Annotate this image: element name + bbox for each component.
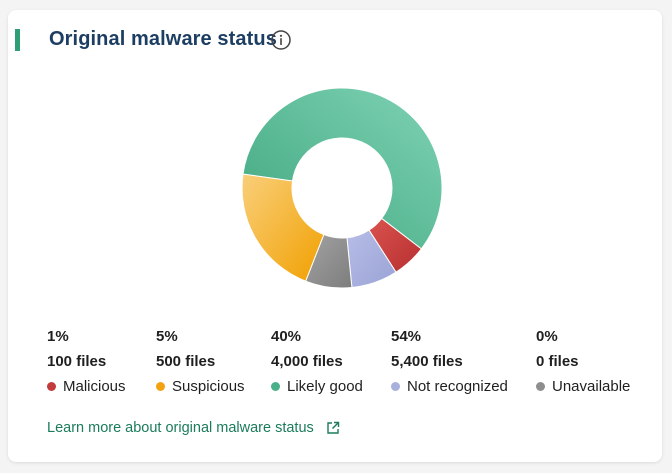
malware-status-legend: 1% 100 files Malicious 5% 500 files Susp… xyxy=(8,328,662,408)
card-title: Original malware status xyxy=(49,28,277,50)
stat-percent: 40% xyxy=(271,328,302,345)
legend-dot xyxy=(156,382,165,391)
stat-suspicious: 5% 500 files Suspicious xyxy=(156,328,245,395)
legend-label: Not recognized xyxy=(407,378,508,395)
donut-slice-likely-good[interactable] xyxy=(242,87,443,250)
stat-files: 500 files xyxy=(156,353,216,370)
stat-files: 0 files xyxy=(536,353,579,370)
legend-item: Malicious xyxy=(47,378,126,395)
stat-files: 5,400 files xyxy=(391,353,463,370)
stat-files: 100 files xyxy=(47,353,107,370)
stat-files: 4,000 files xyxy=(271,353,343,370)
title-accent-bar xyxy=(15,29,20,51)
stat-percent: 5% xyxy=(156,328,178,345)
stat-malicious: 1% 100 files Malicious xyxy=(47,328,126,395)
malware-status-card: Original malware status xyxy=(8,10,662,462)
learn-more-label: Learn more about original malware status xyxy=(47,420,314,436)
stat-percent: 1% xyxy=(47,328,69,345)
learn-more-link[interactable]: Learn more about original malware status xyxy=(47,420,340,436)
stat-percent: 54% xyxy=(391,328,422,345)
legend-item: Unavailable xyxy=(536,378,630,395)
legend-label: Unavailable xyxy=(552,378,631,395)
stat-not-recognized: 54% 5,400 files Not recognized xyxy=(391,328,508,395)
stat-likely-good: 40% 4,000 files Likely good xyxy=(271,328,363,395)
legend-item: Suspicious xyxy=(156,378,245,395)
legend-label: Malicious xyxy=(63,378,126,395)
legend-label: Likely good xyxy=(287,378,363,395)
legend-dot xyxy=(271,382,280,391)
info-circle-icon[interactable] xyxy=(270,29,292,51)
donut-slice-suspicious[interactable] xyxy=(241,173,325,282)
legend-item: Not recognized xyxy=(391,378,508,395)
stat-unavailable: 0% 0 files Unavailable xyxy=(536,328,630,395)
legend-item: Likely good xyxy=(271,378,363,395)
legend-label: Suspicious xyxy=(172,378,245,395)
legend-dot xyxy=(47,382,56,391)
legend-dot xyxy=(391,382,400,391)
malware-status-donut-chart xyxy=(241,87,443,289)
legend-dot xyxy=(536,382,545,391)
external-link-icon xyxy=(327,421,339,434)
stat-percent: 0% xyxy=(536,328,558,345)
